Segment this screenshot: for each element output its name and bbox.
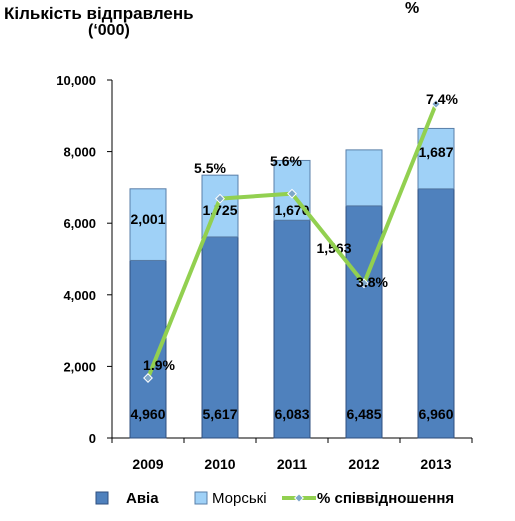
data-label-percent: 1.9% [143,357,175,373]
bar-avia [345,205,383,439]
bar-avia [417,188,455,439]
data-label-avia: 4,960 [130,406,165,422]
y-tick-label: 6,000 [63,216,96,231]
legend-marker-percent [294,493,304,503]
secondary-axis-label: % [405,0,420,17]
data-label-percent: 7.4% [426,91,458,107]
percent-marker [287,188,297,199]
x-tick-label: 2012 [348,456,379,472]
x-tick-label: 2013 [420,456,451,472]
y-tick-label: 2,000 [63,359,96,374]
legend-label-morski: Морські [212,490,267,507]
data-label-avia: 6,083 [274,406,309,422]
percent-marker [359,278,369,289]
legend-swatch-morski [194,491,208,505]
y-tick-label: 4,000 [63,288,96,303]
bar-avia [201,236,239,439]
data-label-morski: 2,001 [130,211,165,227]
bar-morski [129,188,167,261]
data-label-avia: 6,485 [346,406,381,422]
x-tick-label: 2009 [132,456,163,472]
chart-units: (‘000) [88,22,130,39]
data-label-percent: 5.5% [194,160,226,176]
data-label-percent: 5.6% [270,153,302,169]
chart-title: Кількість відправлень [4,4,194,23]
percent-marker [431,99,441,109]
legend-label-avia: Авіа [126,490,159,507]
legend-swatch-avia [95,491,109,505]
x-tick-label: 2011 [277,456,308,472]
percent-marker [143,373,153,383]
data-label-morski: 1,725 [202,202,237,218]
y-tick-label: 0 [89,431,96,446]
bar-avia [273,219,311,439]
y-tick-label: 10,000 [56,73,96,88]
y-tick-label: 8,000 [63,145,96,160]
bar-morski [345,149,383,207]
legend-label-percent: % співвідношення [317,490,454,507]
data-label-morski: 1,687 [418,144,453,160]
data-label-percent: 3.8% [356,274,388,290]
x-tick-label: 2010 [204,456,235,472]
data-label-avia: 6,960 [418,406,453,422]
percent-marker [215,193,225,204]
data-label-avia: 5,617 [202,406,237,422]
